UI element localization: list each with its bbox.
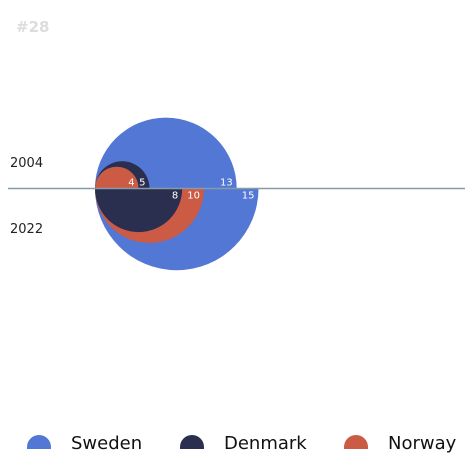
semicircle-denmark-2022 [95,188,183,233]
legend-label-norway: Norway [388,432,457,454]
legend: Sweden Denmark Norway [0,428,474,458]
legend-swatch-sweden [27,435,51,449]
value-label-norway-2022: 10 [187,191,200,202]
legend-item-sweden: Sweden [27,428,142,458]
value-label-sweden-2004: 13 [220,178,233,189]
semicircle-norway-2004 [94,166,139,189]
chart-title: #28 [16,18,50,36]
legend-item-norway: Norway [344,428,456,458]
value-label-denmark-2022: 8 [172,191,178,202]
legend-label-denmark: Denmark [224,432,307,454]
value-label-sweden-2022: 15 [242,191,255,202]
value-label-norway-2004: 4 [128,178,134,189]
value-label-denmark-2004: 5 [139,178,145,189]
row-label-bottom: 2022 [10,222,44,237]
legend-swatch-norway [344,435,368,449]
legend-swatch-denmark [180,435,204,449]
row-label-top: 2004 [10,156,44,171]
legend-label-sweden: Sweden [71,432,143,454]
legend-item-denmark: Denmark [180,428,307,458]
